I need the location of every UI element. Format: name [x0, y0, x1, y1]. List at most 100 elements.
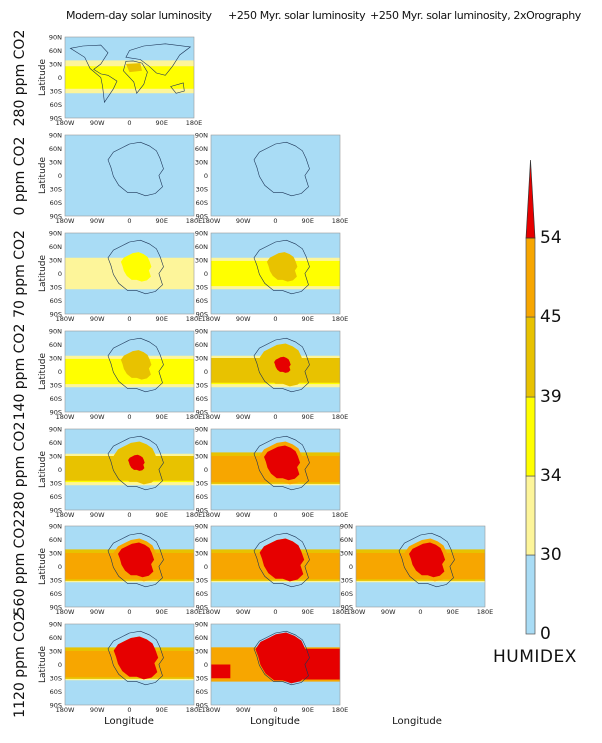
longitude-tick: 90E [302, 315, 314, 323]
latitude-tick: 60N [195, 536, 208, 544]
longitude-tick: 90E [447, 608, 459, 616]
latitude-tick: 30N [49, 648, 62, 656]
longitude-tick: 90E [156, 706, 168, 714]
latitude-tick: 60S [196, 297, 208, 305]
latitude-tick: 60S [196, 493, 208, 501]
coastline [253, 337, 310, 393]
longitude-tick: 90W [381, 608, 396, 616]
longitude-tick: 180E [332, 511, 349, 519]
latitude-tick: 30N [49, 257, 62, 265]
latitude-tick: 90S [50, 507, 62, 515]
colorbar-tick: 54 [540, 228, 562, 248]
latitude-tick: 60S [50, 395, 62, 403]
colorbar-title: HUMIDEX [493, 647, 577, 667]
longitude-tick: 180E [186, 706, 203, 714]
latitude-tick: 60N [49, 634, 62, 642]
longitude-tick: 0 [127, 119, 131, 127]
humidex-region [266, 252, 298, 282]
latitude-tick: 30S [196, 284, 208, 292]
panel-frame [64, 232, 195, 315]
longitude-tick: 90W [90, 608, 105, 616]
latitude-tick: 30N [49, 159, 62, 167]
humidex-region [409, 542, 446, 578]
latitude-tick: 30N [195, 648, 208, 656]
latitude-tick: 30S [196, 382, 208, 390]
latitude-tick: 90N [49, 328, 62, 336]
coastline [253, 239, 310, 295]
humidex-region [274, 356, 291, 373]
latitude-tick: 30N [49, 453, 62, 461]
humidex-region [128, 454, 145, 471]
latitude-tick: 60N [49, 145, 62, 153]
longitude-tick: 90E [302, 608, 314, 616]
latitude-tick: 60N [49, 536, 62, 544]
latitude-tick: 90S [341, 604, 353, 612]
latitude-label: Latitude [38, 451, 48, 489]
latitude-tick: 60N [195, 439, 208, 447]
longitude-tick: 90W [236, 413, 251, 421]
latitude-tick: 60S [196, 688, 208, 696]
latitude-tick: 90N [49, 132, 62, 140]
latitude-tick: 60N [340, 536, 353, 544]
latitude-tick: 90S [196, 604, 208, 612]
coastline [69, 44, 118, 104]
latitude-tick: 60N [195, 341, 208, 349]
latitude-tick: 0 [58, 270, 62, 278]
latitude-tick: 60N [49, 47, 62, 55]
panel-frame [64, 623, 195, 706]
longitude-label: Longitude [250, 716, 300, 727]
humidex-region [259, 538, 305, 582]
longitude-tick: 180W [202, 413, 221, 421]
latitude-label: Latitude [38, 646, 48, 684]
longitude-tick: 180W [347, 608, 366, 616]
panel-frame [64, 36, 195, 119]
latitude-tick: 60S [50, 688, 62, 696]
latitude-tick: 90N [49, 426, 62, 434]
longitude-tick: 180E [186, 608, 203, 616]
latitude-tick: 0 [58, 172, 62, 180]
coastline [253, 141, 310, 197]
latitude-tick: 0 [58, 661, 62, 669]
longitude-tick: 90E [156, 315, 168, 323]
longitude-tick: 180W [202, 315, 221, 323]
latitude-tick: 0 [58, 563, 62, 571]
longitude-tick: 90W [90, 706, 105, 714]
panel-frame [210, 428, 341, 511]
latitude-tick: 90N [49, 34, 62, 42]
latitude-tick: 0 [204, 368, 208, 376]
longitude-tick: 180W [202, 706, 221, 714]
longitude-tick: 180W [56, 413, 75, 421]
colorbar-segment [525, 475, 536, 556]
latitude-tick: 90S [196, 213, 208, 221]
panel-frame [64, 525, 195, 608]
latitude-tick: 60S [50, 590, 62, 598]
latitude-tick: 30S [50, 88, 62, 96]
latitude-tick: 60S [50, 297, 62, 305]
panel-frame [210, 134, 341, 217]
longitude-tick: 90W [236, 608, 251, 616]
latitude-label: Latitude [38, 59, 48, 97]
latitude-tick: 0 [204, 661, 208, 669]
colorbar-tick: 45 [540, 307, 562, 327]
coastline [170, 82, 185, 94]
longitude-tick: 90W [90, 119, 105, 127]
longitude-tick: 180E [332, 608, 349, 616]
latitude-tick: 90S [196, 311, 208, 319]
latitude-tick: 30S [196, 577, 208, 585]
longitude-tick: 90E [156, 608, 168, 616]
coastline [398, 532, 455, 588]
longitude-tick: 180W [56, 511, 75, 519]
colorbar-segment [525, 316, 536, 398]
longitude-tick: 90W [90, 511, 105, 519]
longitude-tick: 0 [418, 608, 422, 616]
latitude-tick: 0 [204, 466, 208, 474]
coastline [253, 630, 310, 686]
longitude-tick: 90E [302, 217, 314, 225]
